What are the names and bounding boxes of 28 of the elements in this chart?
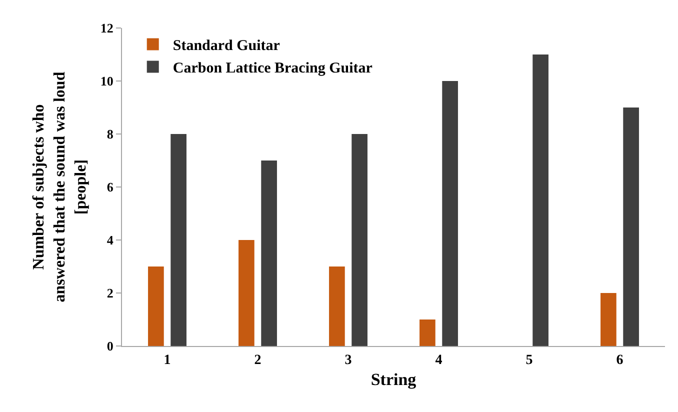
x-tick-label: 3 — [344, 352, 352, 368]
bar — [352, 134, 368, 346]
x-tick-label: 2 — [254, 352, 262, 368]
y-tick-label: 8 — [106, 126, 114, 142]
bar — [420, 320, 436, 346]
y-tick-label: 12 — [100, 20, 114, 36]
y-tick-label: 6 — [106, 180, 114, 195]
legend-label: Carbon Lattice Bracing Guitar — [172, 60, 373, 77]
bar — [238, 240, 254, 346]
y-tick-label: 4 — [106, 232, 114, 248]
bar — [623, 108, 639, 346]
bar — [148, 266, 164, 346]
x-tick-label: 5 — [526, 352, 533, 368]
bar — [329, 266, 345, 346]
x-tick-label: 6 — [616, 352, 624, 368]
bar — [261, 160, 277, 346]
y-tick-label: 10 — [100, 74, 114, 89]
bar — [600, 293, 616, 346]
bar — [532, 54, 548, 346]
x-tick-label: 4 — [435, 352, 442, 368]
y-axis-title: Number of subjects who answered that the sound was loud [people] — [30, 72, 90, 302]
y-tick-label: 0 — [106, 338, 114, 354]
y-tick-label: 2 — [106, 286, 114, 301]
x-tick-label: 1 — [164, 352, 171, 368]
legend-label: Standard Guitar — [172, 38, 280, 54]
x-axis-title: String — [370, 370, 417, 390]
bar — [442, 81, 458, 346]
bar — [170, 134, 186, 346]
